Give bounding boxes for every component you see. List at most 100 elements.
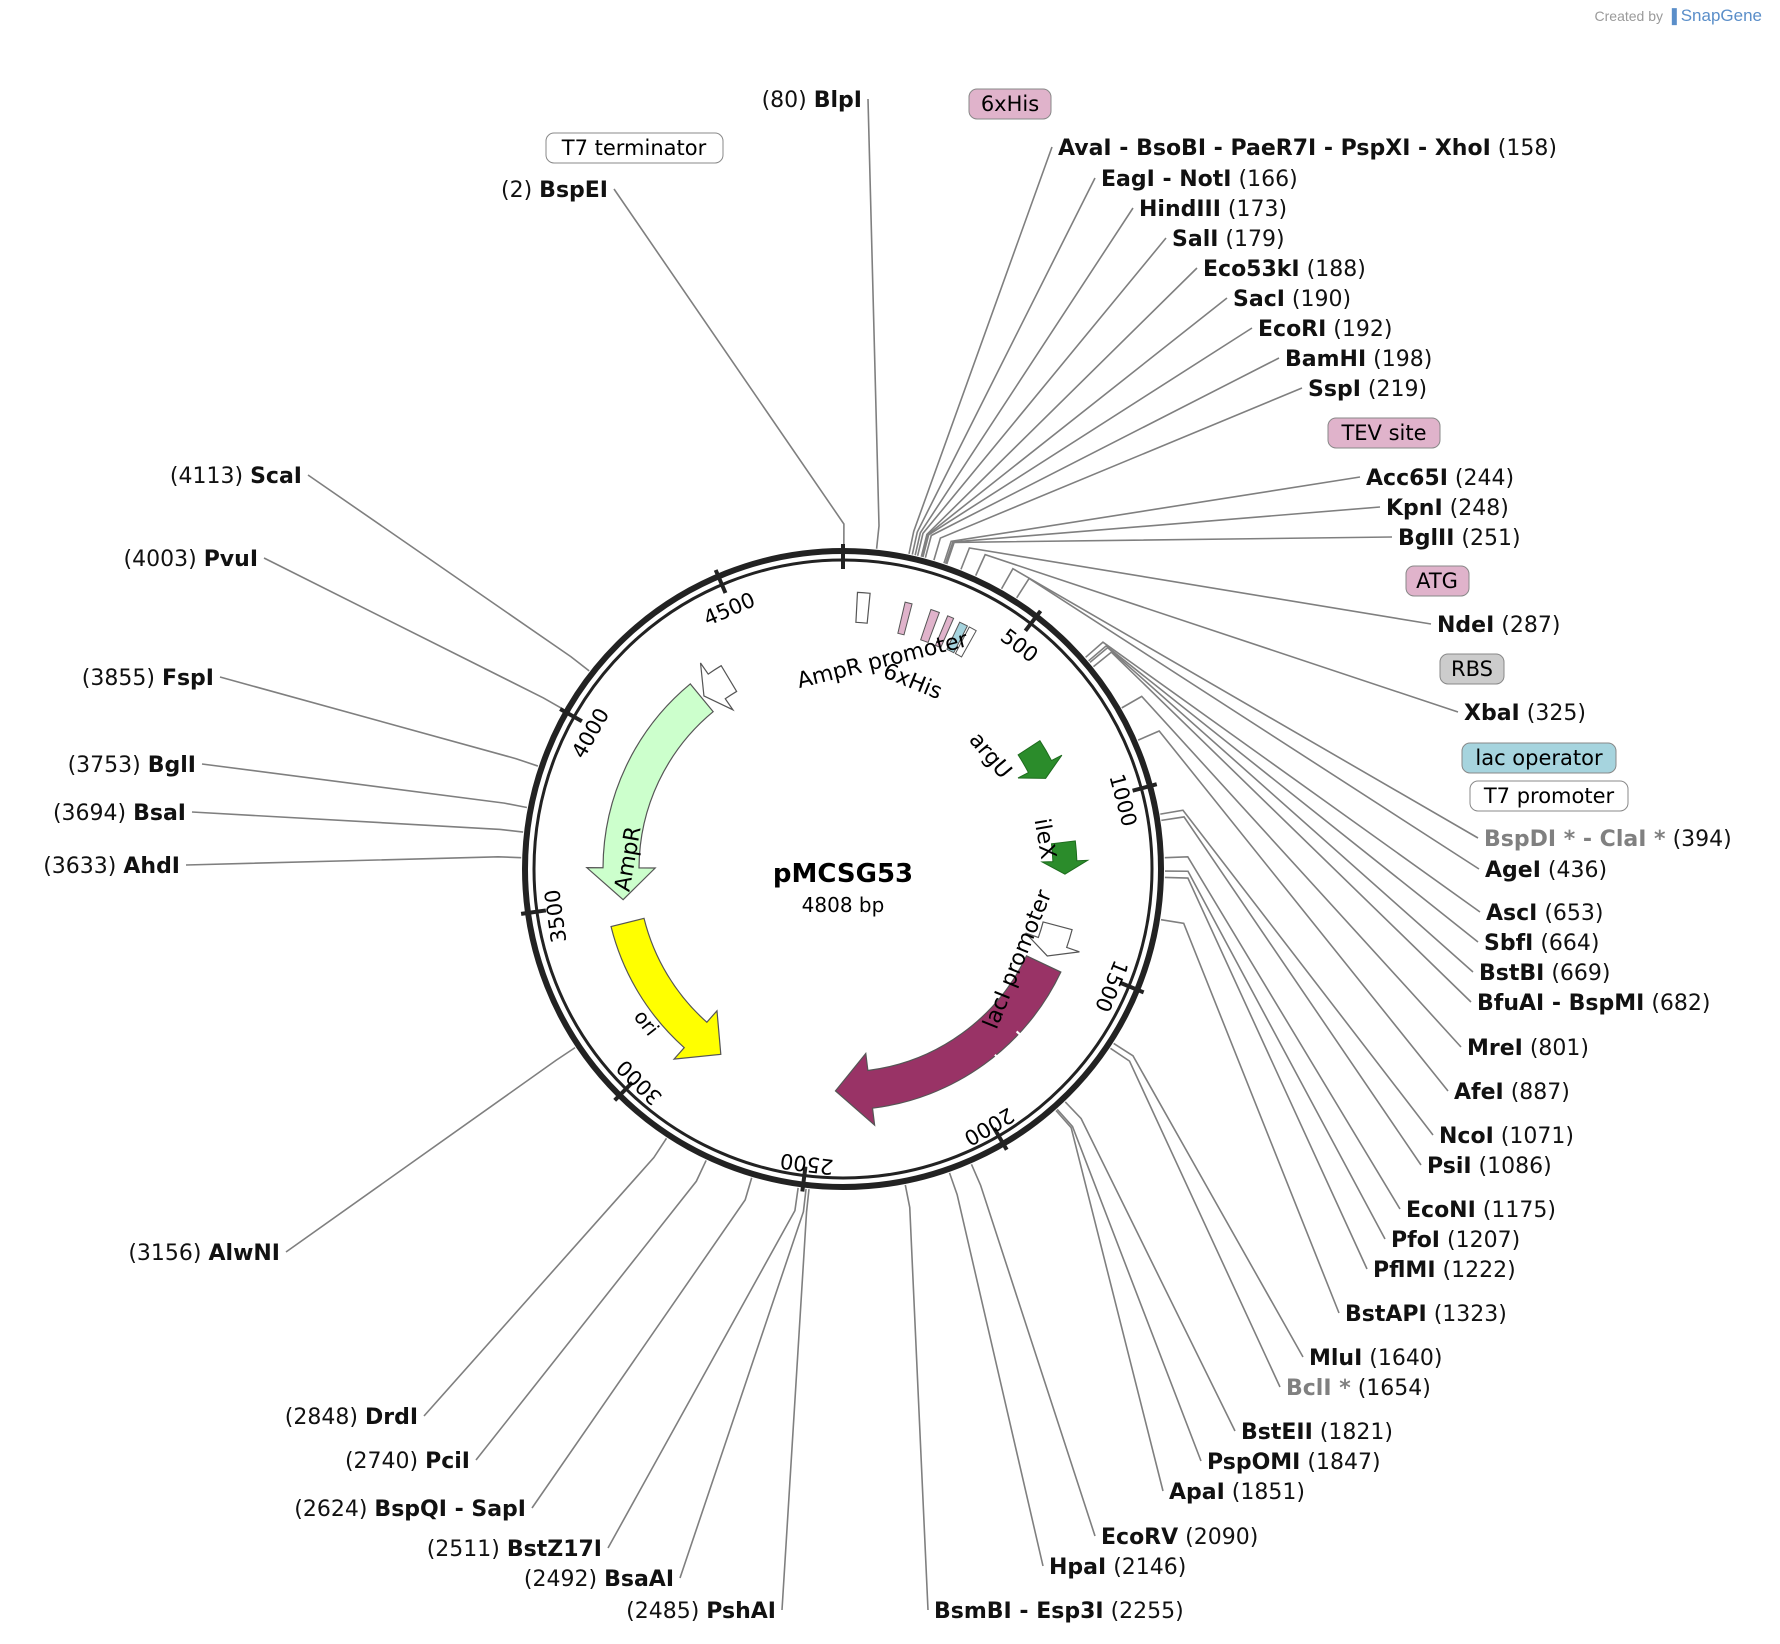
restriction-site-label[interactable]: (3633) AhdI <box>43 854 180 879</box>
restriction-site-label[interactable]: NdeI (287) <box>1437 613 1560 638</box>
restriction-site-label[interactable]: NcoI (1071) <box>1439 1124 1574 1149</box>
restriction-site-label[interactable]: (3156) AlwNI <box>128 1241 280 1266</box>
ampr-promoter-arrow[interactable] <box>699 662 738 712</box>
restriction-site-label[interactable]: XbaI (325) <box>1464 701 1586 726</box>
restriction-site-label[interactable]: (2624) BspQI - SapI <box>294 1497 526 1522</box>
leader-line <box>307 474 590 672</box>
restriction-site-label[interactable]: HindIII (173) <box>1139 197 1287 222</box>
lac-operator-box[interactable] <box>946 621 969 654</box>
restriction-site-label[interactable]: AscI (653) <box>1486 901 1604 926</box>
restriction-site-label[interactable]: BstBI (669) <box>1479 961 1611 986</box>
cut-position: (244) <box>1448 466 1514 491</box>
restriction-site-label[interactable]: Acc65I (244) <box>1366 466 1514 491</box>
restriction-site-label[interactable]: AgeI (436) <box>1485 858 1607 883</box>
laci-arrow[interactable] <box>834 954 1062 1127</box>
restriction-site-label[interactable]: SacI (190) <box>1233 287 1351 312</box>
leader-line <box>1160 918 1340 1314</box>
enzyme-name: - XhoI <box>1410 136 1490 161</box>
leader-line <box>1064 1101 1236 1432</box>
laci-promoter-arrow[interactable] <box>1025 921 1080 957</box>
enzyme-name: AhdI <box>123 854 180 879</box>
leader-line <box>423 1137 668 1417</box>
restriction-site-label[interactable]: BclI * (1654) <box>1286 1376 1431 1401</box>
restriction-site-label[interactable]: (2740) PciI <box>345 1449 470 1474</box>
leader-line <box>960 547 1432 625</box>
restriction-site-label[interactable]: SbfI (664) <box>1484 931 1600 956</box>
restriction-site-label[interactable]: BamHI (198) <box>1285 347 1432 372</box>
enzyme-name: KpnI <box>1386 496 1443 521</box>
restriction-site-label[interactable]: (4113) ScaI <box>170 464 302 489</box>
restriction-site-label[interactable]: HpaI (2146) <box>1049 1555 1186 1580</box>
enzyme-name: HindIII <box>1139 197 1221 222</box>
restriction-site-label[interactable]: BsmBI - Esp3I (2255) <box>934 1599 1184 1624</box>
enzyme-name: MluI <box>1309 1346 1362 1371</box>
restriction-site-label[interactable]: (2492) BsaAI <box>524 1567 674 1592</box>
restriction-site-label[interactable]: MluI (1640) <box>1309 1346 1442 1371</box>
restriction-site-label[interactable]: Eco53kI (188) <box>1203 257 1366 282</box>
restriction-site-label[interactable]: (2) BspEI <box>501 178 608 203</box>
snapgene-credit: Created by ▐ SnapGene <box>1595 6 1762 26</box>
leader-line <box>1016 577 1480 870</box>
restriction-site-label[interactable]: SspI (219) <box>1308 377 1427 402</box>
restriction-site-label[interactable]: SalI (179) <box>1172 227 1285 252</box>
restriction-site-label[interactable]: BstEII (1821) <box>1241 1420 1393 1445</box>
t7-promoter-box[interactable] <box>954 626 977 658</box>
rbs-callout: RBS <box>1439 653 1505 685</box>
restriction-site-label[interactable]: (2848) DrdI <box>285 1405 418 1430</box>
argu-arrow[interactable] <box>1017 739 1063 779</box>
enzyme-name: SspI <box>1308 377 1361 402</box>
restriction-site-label[interactable]: MreI (801) <box>1467 1036 1589 1061</box>
restriction-site-label[interactable]: AvaI - BsoBI - PaeR7I - PspXI - XhoI (15… <box>1058 136 1557 161</box>
atg-box[interactable] <box>934 615 955 649</box>
restriction-site-label[interactable]: PfoI (1207) <box>1391 1228 1520 1253</box>
restriction-site-label[interactable]: (2511) BstZ17I <box>427 1537 602 1562</box>
cut-position: (3156) <box>128 1241 208 1266</box>
restriction-site-label[interactable]: (3694) BsaI <box>53 801 186 826</box>
ori-arrow[interactable] <box>610 917 722 1060</box>
enzyme-name: - ClaI * <box>1575 827 1666 852</box>
t7-terminator-box[interactable] <box>855 591 871 624</box>
restriction-site-label[interactable]: (3855) FspI <box>82 666 214 691</box>
restriction-site-label[interactable]: PspOMI (1847) <box>1207 1450 1381 1475</box>
leader-line <box>1085 641 1481 913</box>
tev-site-box[interactable] <box>920 608 941 644</box>
ilex-arrow[interactable] <box>1040 840 1090 875</box>
his-tag-box[interactable] <box>897 601 913 636</box>
restriction-site-label[interactable]: AfeI (887) <box>1454 1080 1570 1105</box>
restriction-site-label[interactable]: (2485) PshAI <box>626 1599 776 1624</box>
leader-line <box>1000 567 1479 839</box>
cut-position: (158) <box>1491 136 1557 161</box>
tick-label: 4500 <box>700 588 759 631</box>
restriction-site-label[interactable]: EagI - NotI (166) <box>1101 167 1298 192</box>
restriction-site-label[interactable]: PflMI (1222) <box>1373 1258 1516 1283</box>
enzyme-name: BamHI <box>1285 347 1366 372</box>
t7-terminator-label: T7 terminator <box>561 136 707 160</box>
cut-position: (1222) <box>1436 1258 1516 1283</box>
restriction-site-label[interactable]: (3753) BglI <box>68 753 196 778</box>
restriction-site-label[interactable]: BstAPI (1323) <box>1345 1302 1507 1327</box>
restriction-site-label[interactable]: EcoNI (1175) <box>1406 1198 1556 1223</box>
restriction-site-label[interactable]: EcoRI (192) <box>1258 317 1392 342</box>
ampr-arrow[interactable] <box>585 683 714 901</box>
enzyme-name: AvaI <box>1058 136 1112 161</box>
leader-line <box>201 763 528 809</box>
cut-position: (4003) <box>124 547 204 572</box>
restriction-site-label[interactable]: BspDI * - ClaI * (394) <box>1484 827 1732 852</box>
cut-position: (1323) <box>1427 1302 1507 1327</box>
restriction-site-label[interactable]: EcoRV (2090) <box>1101 1525 1258 1550</box>
his-tag-label: 6xHis <box>981 92 1039 116</box>
restriction-site-label[interactable]: BfuAI - BspMI (682) <box>1477 991 1711 1016</box>
enzyme-name: BsaAI <box>604 1567 674 1592</box>
enzyme-name: EcoNI <box>1406 1198 1476 1223</box>
restriction-site-label[interactable]: PsiI (1086) <box>1427 1154 1552 1179</box>
restriction-site-label[interactable]: BglII (251) <box>1398 526 1521 551</box>
leader-line <box>1055 1109 1164 1492</box>
restriction-site-label[interactable]: ApaI (1851) <box>1169 1480 1305 1505</box>
restriction-site-label[interactable]: (4003) PvuI <box>124 547 258 572</box>
cut-position: (3855) <box>82 666 162 691</box>
enzyme-name: AscI <box>1486 901 1537 926</box>
leader-line <box>970 1163 1096 1537</box>
restriction-site-label[interactable]: KpnI (248) <box>1386 496 1509 521</box>
restriction-site-label[interactable]: (80) BlpI <box>762 88 862 113</box>
